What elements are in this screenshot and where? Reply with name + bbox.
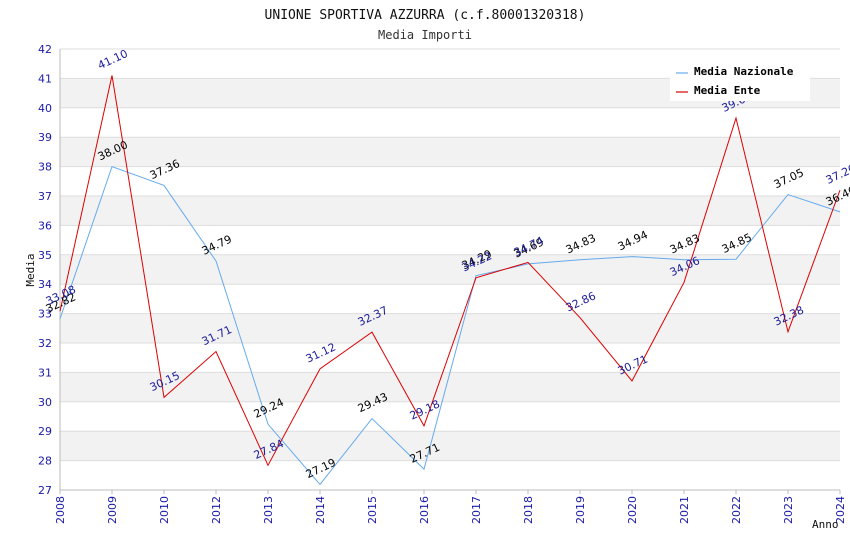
x-tick-label: 2020 xyxy=(626,496,639,524)
grid-band xyxy=(60,372,840,402)
grid-bands xyxy=(60,78,840,461)
series-line-1 xyxy=(59,75,841,467)
y-tick-label: 31 xyxy=(38,366,52,379)
series-layer xyxy=(59,75,841,486)
x-tick-label: 2016 xyxy=(418,496,431,524)
y-tick-label: 42 xyxy=(38,43,52,56)
y-axis-label: Media xyxy=(24,253,37,286)
y-tick-label: 40 xyxy=(38,102,52,115)
y-tick-label: 28 xyxy=(38,455,52,468)
data-label: 41.10 xyxy=(96,47,130,72)
chart-subtitle: Media Importi xyxy=(378,28,472,42)
data-label: 34.83 xyxy=(564,231,598,256)
y-tick-label: 34 xyxy=(38,278,52,291)
x-tick-label: 2008 xyxy=(54,496,67,524)
y-tick-label: 36 xyxy=(38,219,52,232)
x-tick-label: 2021 xyxy=(678,496,691,524)
legend: Media Nazionale Media Ente xyxy=(670,60,810,101)
x-tick-label: 2018 xyxy=(522,496,535,524)
y-tick-label: 29 xyxy=(38,425,52,438)
data-label: 34.79 xyxy=(200,233,234,258)
legend-label-media-ente: Media Ente xyxy=(694,84,761,97)
x-tick-label: 2009 xyxy=(106,496,119,524)
x-tick-label: 2015 xyxy=(366,496,379,524)
y-tick-label: 35 xyxy=(38,249,52,262)
chart-title: UNIONE SPORTIVA AZZURRA (c.f.80001320318… xyxy=(265,8,586,23)
x-tick-label: 2023 xyxy=(782,496,795,524)
x-tick-label: 2013 xyxy=(262,496,275,524)
x-tick-label: 2019 xyxy=(574,496,587,524)
x-tick-label: 2010 xyxy=(158,496,171,524)
data-label: 32.86 xyxy=(564,289,598,314)
data-label: 34.94 xyxy=(616,228,650,253)
legend-label-media-nazionale: Media Nazionale xyxy=(694,65,794,78)
data-label: 36.46 xyxy=(824,184,850,209)
x-tick-label: 2014 xyxy=(314,496,327,524)
data-label: 37.05 xyxy=(772,166,806,191)
y-tick-label: 38 xyxy=(38,161,52,174)
x-tick-label: 2012 xyxy=(210,496,223,524)
data-label: 34.85 xyxy=(720,231,754,256)
x-tick-label: 2017 xyxy=(470,496,483,524)
grid-band xyxy=(60,313,840,343)
y-tick-label: 33 xyxy=(38,308,52,321)
grid-band xyxy=(60,196,840,226)
x-tick-label: 2022 xyxy=(730,496,743,524)
y-tick-label: 41 xyxy=(38,72,52,85)
x-tick-label: 2024 xyxy=(834,496,847,524)
y-axis-ticks: 27 28 29 30 31 32 33 34 35 36 37 38 39 40 41 42 xyxy=(38,43,52,497)
y-tick-label: 27 xyxy=(38,484,52,497)
legend-box xyxy=(670,60,810,101)
y-tick-label: 32 xyxy=(38,337,52,350)
series-line-0 xyxy=(59,165,841,486)
grid-band xyxy=(60,431,840,461)
data-label: 31.12 xyxy=(304,340,338,365)
grid-band xyxy=(60,137,840,167)
y-tick-label: 39 xyxy=(38,131,52,144)
y-tick-label: 30 xyxy=(38,396,52,409)
x-axis-ticks: 2008 2009 2010 2012 2013 2014 2015 2016 2017 2018… xyxy=(54,490,847,524)
data-label: 34.83 xyxy=(668,231,702,256)
y-tick-label: 37 xyxy=(38,190,52,203)
x-axis-label: Anno xyxy=(812,518,839,531)
